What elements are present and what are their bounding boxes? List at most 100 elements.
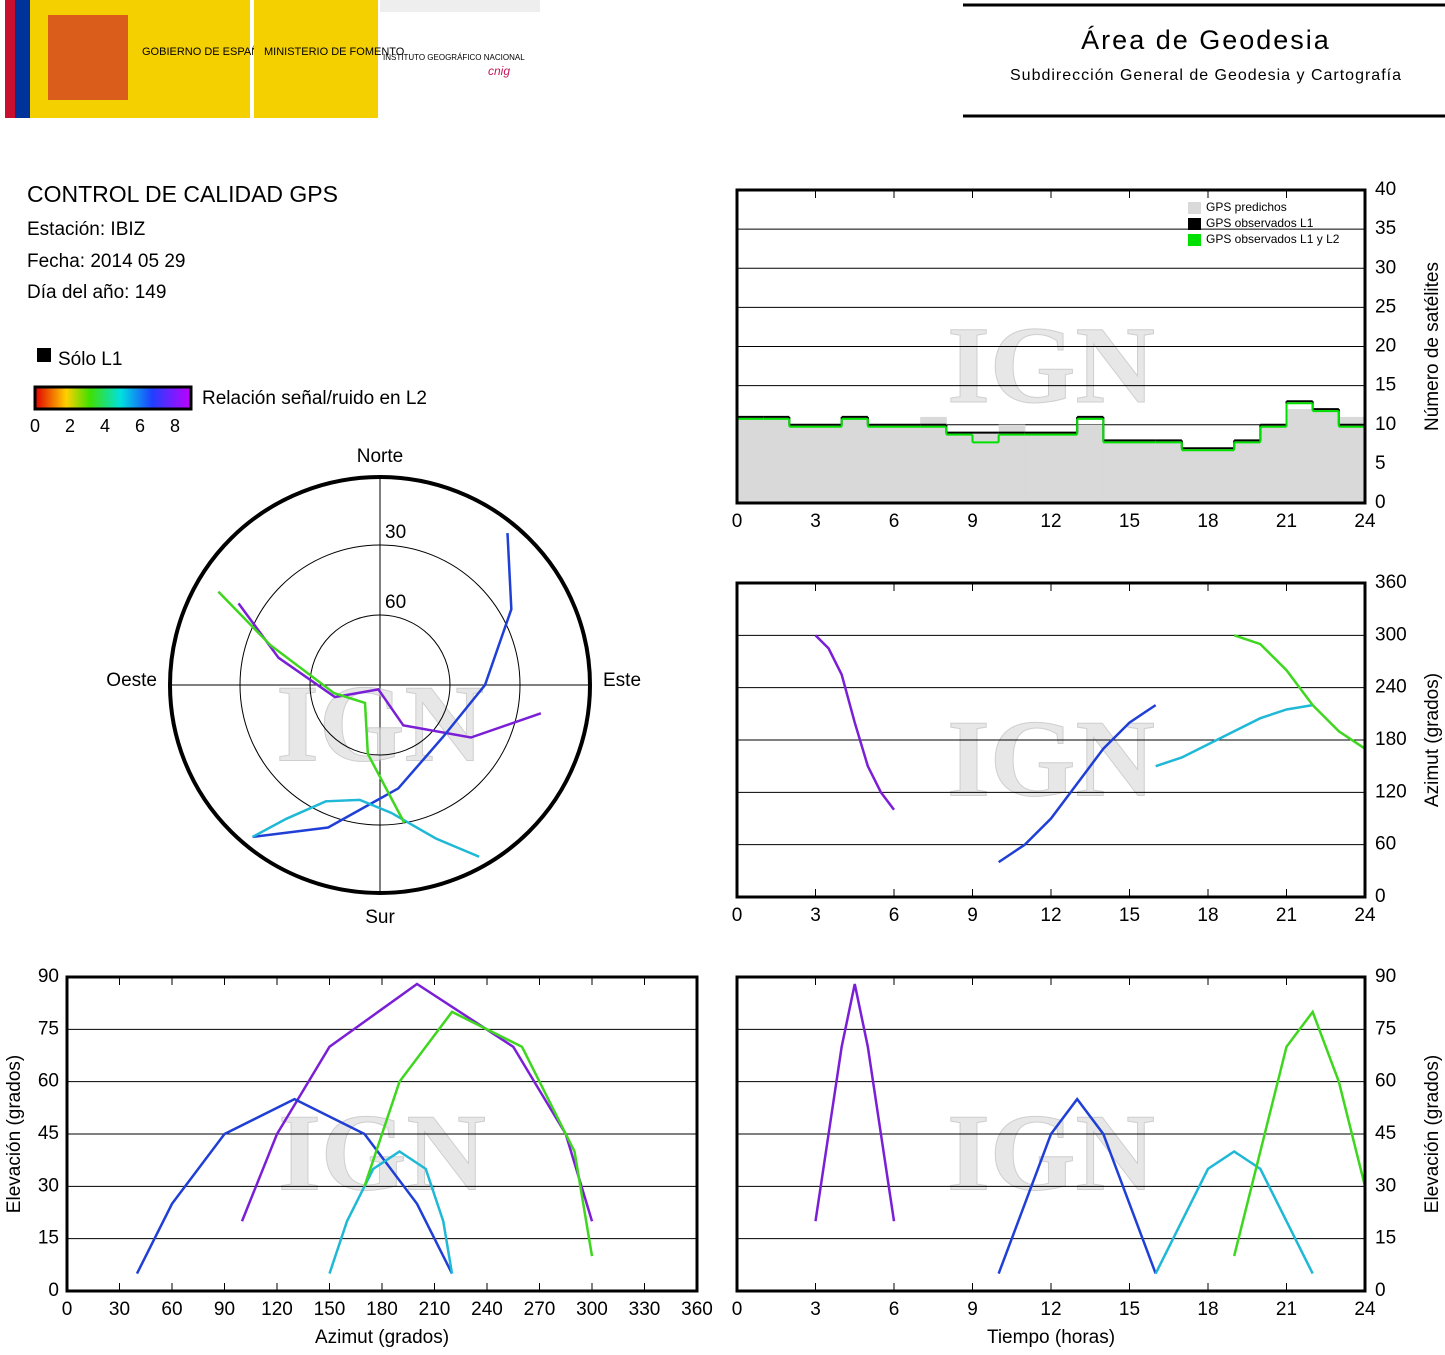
watermark: IGN xyxy=(947,304,1155,426)
x-tick-label: 9 xyxy=(967,905,978,926)
legend-label: GPS observados L1 y L2 xyxy=(1206,232,1340,246)
plot-frame xyxy=(65,975,699,1293)
y-tick-label: 40 xyxy=(1375,179,1396,200)
y-tick-label: 45 xyxy=(38,1123,59,1144)
sky-track xyxy=(363,1010,594,1257)
x-tick-label: 21 xyxy=(1276,511,1297,532)
direction: Sur xyxy=(365,907,395,928)
y-tick-label: 15 xyxy=(1375,1228,1396,1249)
y-tick-label: 30 xyxy=(38,1175,59,1196)
y-tick-label: 60 xyxy=(38,1071,59,1092)
institute-bar xyxy=(380,0,540,12)
gov-text: GOBIERNO DE ESPAÑA xyxy=(142,45,267,58)
snr-label: Relación señal/ruido en L2 xyxy=(202,388,427,409)
predicted-bar xyxy=(841,416,869,503)
y-tick-label: 30 xyxy=(1375,1175,1396,1196)
predicted-bar xyxy=(867,424,895,503)
y-tick-label: 180 xyxy=(1375,729,1407,750)
predicted-bar xyxy=(946,432,973,503)
watermark: IGN xyxy=(278,1091,486,1213)
x-tick-label: 3 xyxy=(810,1299,821,1320)
x-tick-label: 9 xyxy=(967,1299,978,1320)
x-tick-label: 24 xyxy=(1354,905,1376,926)
date: Fecha: 2014 05 29 xyxy=(27,251,185,272)
snr-tick: 2 xyxy=(65,416,75,436)
direction: Norte xyxy=(357,446,403,467)
y-tick-label: 60 xyxy=(1375,834,1396,855)
x-tick-label: 21 xyxy=(1276,905,1297,926)
predicted-bar xyxy=(1103,440,1130,503)
x-tick-label: 3 xyxy=(810,511,821,532)
ring-label: 60 xyxy=(385,592,406,613)
sky-track xyxy=(135,1097,454,1275)
institute-text: INSTITUTO GEOGRÁFICO NACIONAL xyxy=(383,53,525,62)
predicted-bar xyxy=(1208,448,1235,503)
y-tick-label: 90 xyxy=(38,966,59,987)
legend-swatch xyxy=(1188,218,1201,230)
x-tick-label: 9 xyxy=(967,511,978,532)
x-tick-label: 3 xyxy=(810,905,821,926)
watermark: IGN xyxy=(947,1091,1155,1213)
x-tick-label: 0 xyxy=(732,511,743,532)
x-tick-label: 120 xyxy=(261,1299,293,1320)
snr-tick: 0 xyxy=(30,416,40,436)
only-l1-swatch xyxy=(37,348,51,362)
plot-frame xyxy=(735,581,1367,899)
direction: Oeste xyxy=(106,670,157,691)
x-tick-label: 15 xyxy=(1119,1299,1140,1320)
x-tick-label: 300 xyxy=(576,1299,608,1320)
x-axis-label: Tiempo (horas) xyxy=(987,1327,1115,1348)
x-tick-label: 6 xyxy=(889,1299,900,1320)
predicted-bar xyxy=(1181,448,1209,503)
x-tick-label: 60 xyxy=(161,1299,182,1320)
y-tick-label: 90 xyxy=(1375,966,1396,987)
plot-frame xyxy=(735,975,1367,1293)
predicted-bar xyxy=(1338,416,1366,503)
x-tick-label: 180 xyxy=(366,1299,398,1320)
station: Estación: IBIZ xyxy=(27,219,146,240)
predicted-bar xyxy=(998,424,1026,503)
predicted-bar xyxy=(1155,440,1183,503)
x-tick-label: 330 xyxy=(629,1299,661,1320)
polar-track xyxy=(237,602,542,739)
predicted-bar xyxy=(1024,432,1052,503)
y-axis-label: Elevación (grados) xyxy=(1422,1055,1443,1213)
snr-tick: 4 xyxy=(100,416,110,436)
predicted-bar xyxy=(1260,424,1287,503)
y-tick-label: 5 xyxy=(1375,453,1386,474)
plot-frame xyxy=(735,188,1367,505)
x-tick-label: 12 xyxy=(1040,1299,1061,1320)
only-l1-label: Sólo L1 xyxy=(58,349,122,370)
predicted-bar xyxy=(763,416,790,503)
x-tick-label: 210 xyxy=(419,1299,451,1320)
eu-strip xyxy=(15,0,30,118)
area-title: Área de Geodesia xyxy=(1081,25,1331,55)
x-tick-label: 30 xyxy=(109,1299,130,1320)
y-tick-label: 120 xyxy=(1375,781,1407,802)
y-tick-label: 35 xyxy=(1375,218,1396,239)
predicted-bar xyxy=(789,424,816,503)
predicted-bar xyxy=(815,424,843,503)
elevation-track xyxy=(1232,1009,1367,1257)
y-tick-label: 30 xyxy=(1375,257,1396,278)
x-tick-label: 12 xyxy=(1040,905,1061,926)
elevation-track xyxy=(1154,1149,1314,1275)
predicted-bar xyxy=(920,416,947,503)
azimuth-track xyxy=(997,704,1157,864)
x-tick-label: 18 xyxy=(1197,905,1218,926)
x-tick-label: 18 xyxy=(1197,1299,1218,1320)
report-title: CONTROL DE CALIDAD GPS xyxy=(27,181,338,207)
y-axis-label: Número de satélites xyxy=(1422,262,1443,431)
y-tick-label: 75 xyxy=(38,1018,59,1039)
y-tick-label: 20 xyxy=(1375,336,1396,357)
x-tick-label: 270 xyxy=(524,1299,556,1320)
x-tick-label: 150 xyxy=(314,1299,346,1320)
elevation-ring xyxy=(309,614,451,756)
y-tick-label: 25 xyxy=(1375,296,1396,317)
y-tick-label: 0 xyxy=(1375,886,1386,907)
elevation-ring xyxy=(239,544,521,826)
azimuth-track xyxy=(1155,703,1313,768)
x-tick-label: 24 xyxy=(1354,1299,1376,1320)
